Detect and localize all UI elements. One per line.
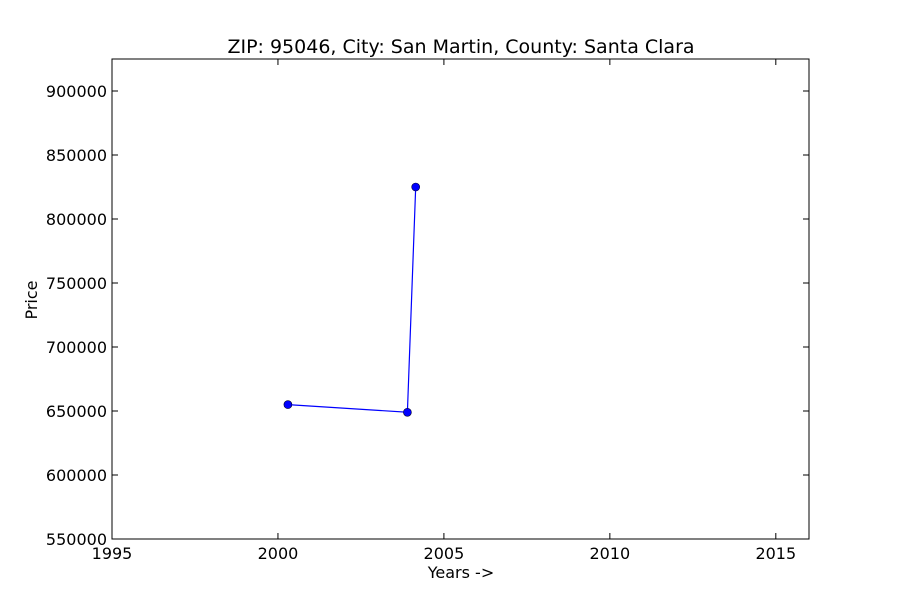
y-tick-label: 650000 bbox=[46, 402, 107, 421]
y-tick-label: 800000 bbox=[46, 210, 107, 229]
y-tick-label: 850000 bbox=[46, 146, 107, 165]
x-axis-label: Years -> bbox=[427, 563, 494, 582]
x-tick-label: 2005 bbox=[424, 544, 465, 563]
x-axis: 1995 2000 2005 2010 2015 bbox=[92, 59, 796, 563]
y-axis: 550000 600000 650000 700000 750000 800000 8500… bbox=[46, 82, 809, 549]
x-tick-label: 2010 bbox=[589, 544, 630, 563]
y-tick-label: 600000 bbox=[46, 466, 107, 485]
data-point bbox=[411, 182, 420, 192]
y-axis-label: Price bbox=[22, 280, 41, 319]
x-tick-label: 1995 bbox=[92, 544, 133, 563]
y-tick-label: 750000 bbox=[46, 274, 107, 293]
plot-area bbox=[111, 58, 810, 540]
chart-title: ZIP: 95046, City: San Martin, County: Sa… bbox=[227, 36, 694, 58]
y-tick-label: 550000 bbox=[46, 530, 107, 549]
y-tick-label: 900000 bbox=[46, 82, 107, 101]
data-point bbox=[283, 400, 293, 409]
series-layer bbox=[283, 182, 420, 417]
y-tick-label: 700000 bbox=[46, 338, 107, 357]
x-tick-label: 2000 bbox=[258, 544, 299, 563]
data-point bbox=[403, 407, 412, 417]
x-tick-label: 2015 bbox=[755, 544, 796, 563]
